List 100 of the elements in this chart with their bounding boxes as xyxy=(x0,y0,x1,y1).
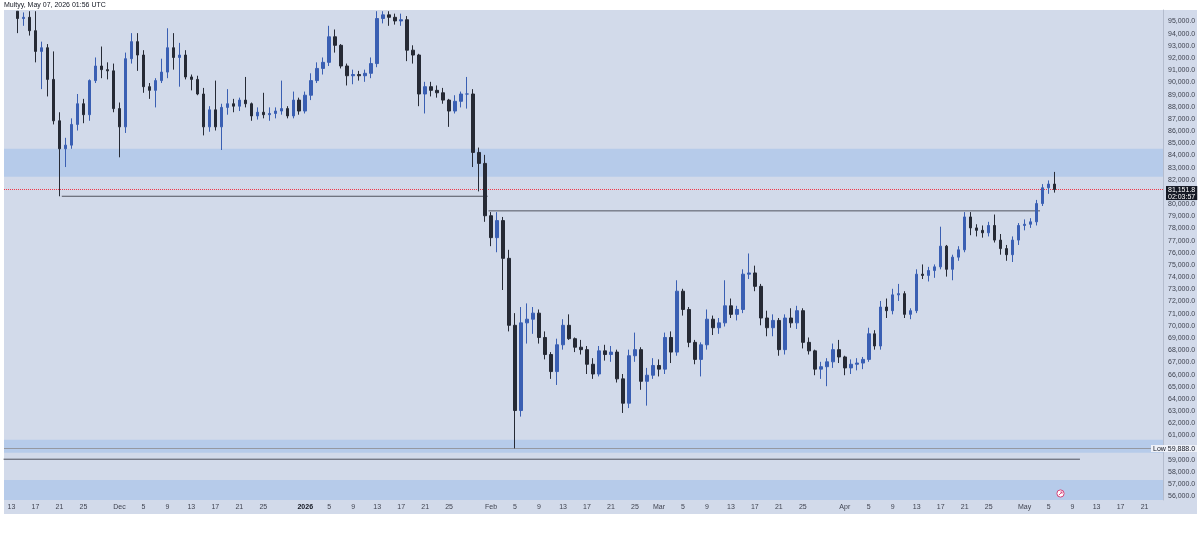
candlestick xyxy=(88,78,91,122)
candlestick xyxy=(387,10,391,27)
candlestick xyxy=(327,25,331,67)
candlestick xyxy=(813,349,817,376)
candlestick xyxy=(945,244,948,278)
candlestick xyxy=(297,97,301,116)
candlestick xyxy=(172,32,175,71)
candlestick xyxy=(64,137,67,168)
candlestick xyxy=(76,93,79,132)
candlestick xyxy=(292,91,295,119)
candlestick xyxy=(214,80,217,132)
candlestick xyxy=(525,302,529,345)
candlestick xyxy=(256,106,259,121)
candlestick xyxy=(1041,183,1044,207)
candlestick xyxy=(549,351,553,380)
candlestick xyxy=(202,87,205,136)
candlestick xyxy=(609,345,613,363)
candlestick xyxy=(16,10,19,34)
candlestick xyxy=(1023,218,1026,231)
candlestick xyxy=(861,356,865,370)
candlestick xyxy=(537,308,541,345)
candlestick xyxy=(40,41,43,90)
candlestick xyxy=(34,10,37,63)
candlestick xyxy=(381,10,385,24)
candlestick xyxy=(981,224,984,239)
candlestick xyxy=(351,69,355,85)
candlestick xyxy=(1035,199,1038,226)
candlestick xyxy=(369,56,373,79)
candlestick xyxy=(1029,217,1032,229)
candlestick xyxy=(795,305,799,330)
candlestick xyxy=(801,307,805,349)
candlestick xyxy=(489,211,493,247)
candlestick xyxy=(519,306,523,418)
candlestick xyxy=(921,263,924,280)
candlestick xyxy=(94,56,97,84)
candlestick xyxy=(729,298,733,319)
candlestick xyxy=(717,317,721,335)
candlestick xyxy=(561,318,565,351)
candlestick xyxy=(597,345,601,377)
candlestick xyxy=(339,43,343,69)
candlestick xyxy=(969,211,972,236)
candlestick xyxy=(220,103,223,151)
candlestick xyxy=(531,306,535,335)
candlestick xyxy=(244,76,247,108)
candlestick xyxy=(184,49,187,80)
candlestick xyxy=(915,268,918,314)
candlestick xyxy=(232,98,235,113)
candlestick xyxy=(58,111,61,197)
candlestick xyxy=(190,74,193,91)
candlestick xyxy=(633,332,637,363)
candlestick xyxy=(471,88,475,168)
candlestick xyxy=(849,358,853,375)
candlestick xyxy=(657,358,661,377)
candlestick xyxy=(286,105,289,119)
candlestick xyxy=(999,233,1002,256)
candlestick xyxy=(675,279,679,357)
candlestick xyxy=(453,94,457,114)
candlestick xyxy=(783,313,787,356)
candlestick xyxy=(681,288,685,317)
candlestick xyxy=(843,355,847,376)
candlestick xyxy=(399,13,403,27)
candlestick xyxy=(100,46,103,79)
candlestick xyxy=(975,223,978,237)
candlestick xyxy=(1005,244,1008,262)
candlestick xyxy=(867,327,871,363)
candlestick xyxy=(585,345,589,375)
candlestick xyxy=(28,10,31,37)
candlestick xyxy=(741,268,745,314)
candlestick xyxy=(333,28,337,54)
candlestick xyxy=(897,283,900,302)
candlestick xyxy=(130,32,133,65)
candlestick xyxy=(1047,179,1050,195)
candlestick xyxy=(993,214,996,244)
candlestick xyxy=(705,308,709,351)
candlestick xyxy=(819,361,823,380)
candlestick xyxy=(627,349,631,409)
candlestick xyxy=(22,11,25,27)
candlestick xyxy=(106,61,109,80)
candlestick xyxy=(693,339,697,365)
candlestick xyxy=(321,56,325,76)
candlestick xyxy=(465,76,469,110)
candlestick xyxy=(447,98,451,128)
candlestick xyxy=(615,349,619,384)
candlestick xyxy=(405,15,409,62)
candlestick xyxy=(831,343,835,369)
candlestick xyxy=(363,69,367,83)
candlestick xyxy=(579,339,583,356)
candlestick xyxy=(1017,222,1020,246)
candlestick xyxy=(459,91,463,108)
candlestick xyxy=(495,211,499,253)
candlestick xyxy=(303,91,307,114)
candlestick xyxy=(112,63,115,113)
candlestick xyxy=(118,102,121,158)
candlestick xyxy=(771,313,775,337)
candlestick xyxy=(375,10,379,68)
candlestick xyxy=(837,339,841,364)
candlestick xyxy=(238,97,241,112)
candlestick xyxy=(639,346,643,391)
candlestick xyxy=(651,357,655,380)
candlestick xyxy=(268,106,271,122)
